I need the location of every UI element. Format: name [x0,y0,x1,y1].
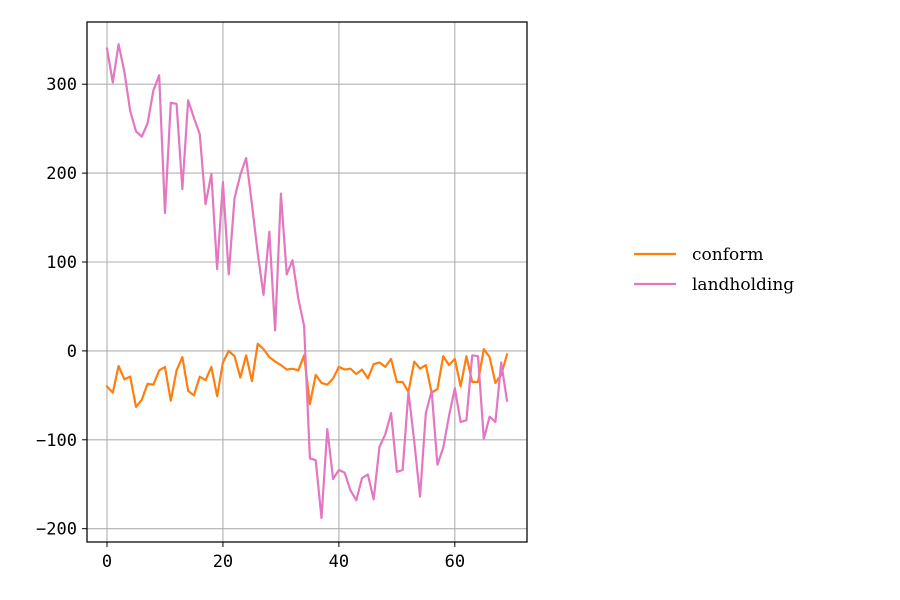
legend-label-landholding: landholding [692,275,794,295]
y-tick-label: −100 [36,431,77,451]
x-tick-label: 20 [213,552,233,572]
legend-label-conform: conform [692,245,763,265]
legend: conform landholding [634,245,794,295]
grid-lines [87,22,527,542]
y-tick-label: 100 [46,253,77,273]
series-line-landholding [105,43,509,520]
series-layer [105,43,509,520]
y-tick-label: 200 [46,164,77,184]
x-tick-label: 0 [102,552,112,572]
axis-ticks: 0 20 40 60 −200 −100 0 100 200 300 [36,75,465,572]
y-tick-label: 300 [46,75,77,95]
y-tick-label: −200 [36,520,77,540]
y-tick-label: 0 [67,342,77,362]
plot-frame [86,21,528,543]
x-tick-label: 60 [445,552,465,572]
x-tick-label: 40 [329,552,349,572]
